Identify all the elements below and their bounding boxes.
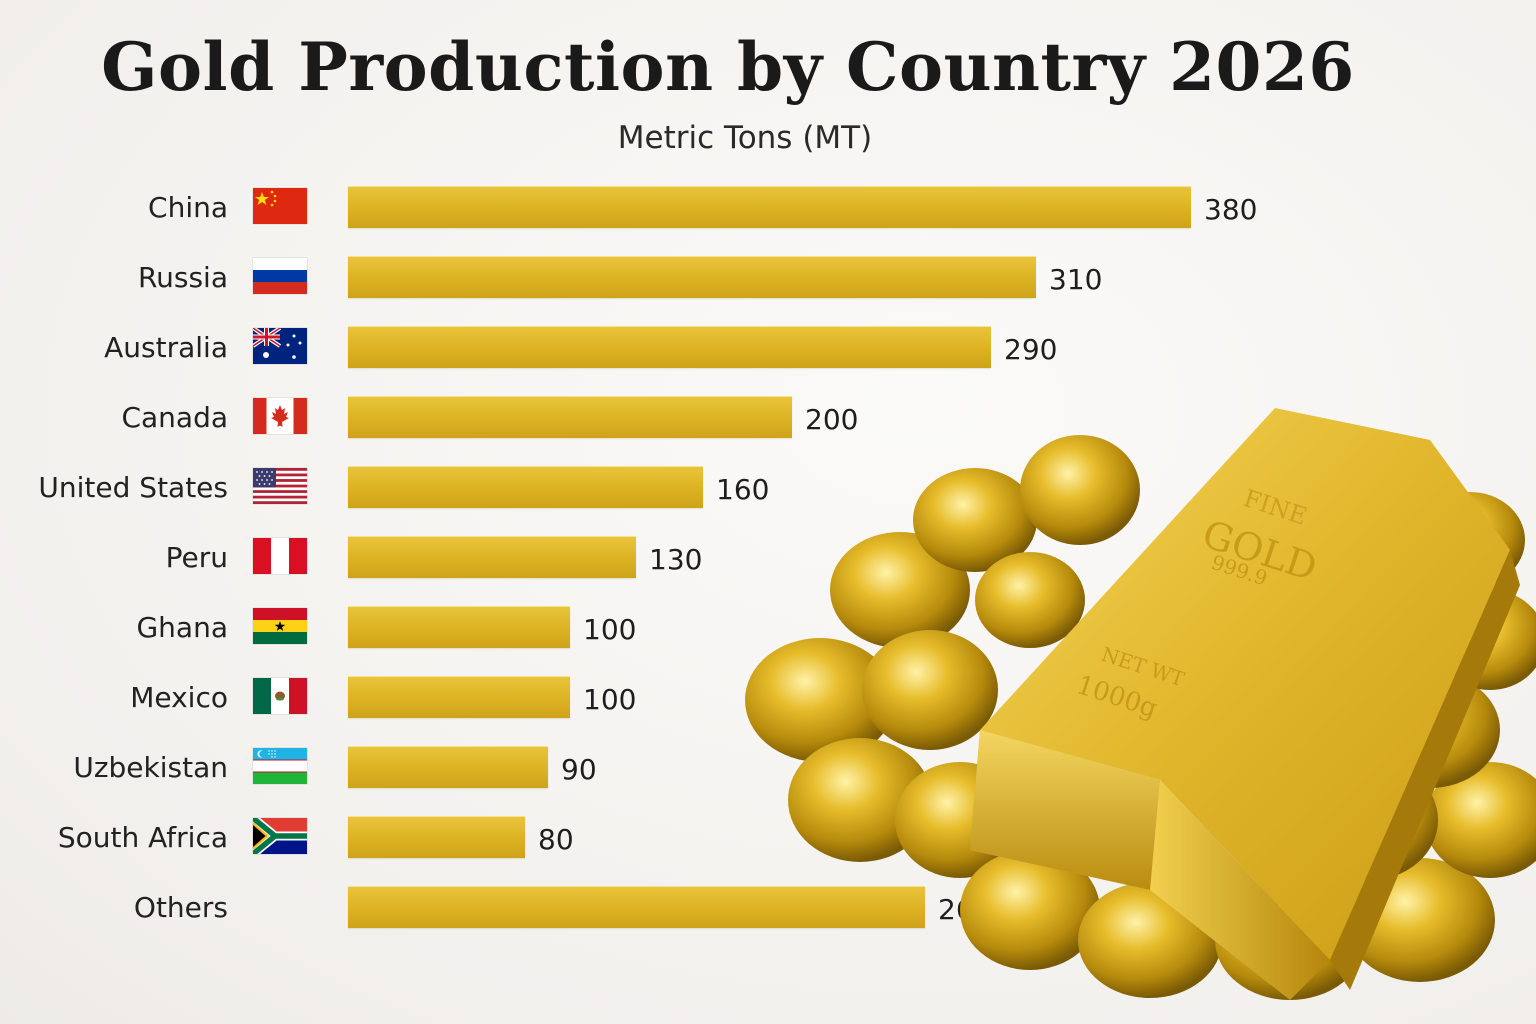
bar-row: Russia 310 — [0, 256, 1536, 300]
bar — [348, 256, 1036, 298]
south-africa-flag-icon — [253, 818, 307, 854]
data-label: 100 — [583, 613, 637, 646]
category-label: Others — [133, 891, 228, 924]
bar-row: China 380 — [0, 186, 1536, 230]
category-label: Peru — [165, 541, 228, 574]
data-label: 80 — [538, 823, 574, 856]
bar-row: Canada 200 — [0, 396, 1536, 440]
bar — [348, 606, 570, 648]
bar-row: Ghana 100 — [0, 606, 1536, 650]
category-label: Ghana — [136, 611, 228, 644]
chart-subtitle: Metric Tons (MT) — [617, 120, 873, 156]
data-label: 130 — [649, 543, 703, 576]
data-label: 290 — [1004, 333, 1058, 366]
bar — [348, 186, 1191, 228]
bar — [348, 676, 570, 718]
canada-flag-icon — [253, 398, 307, 434]
bar-row: Australia 290 — [0, 326, 1536, 370]
chart-title: Gold Production by Country 2026 — [101, 28, 1355, 106]
united-states-flag-icon — [253, 468, 307, 504]
data-label: 160 — [716, 473, 770, 506]
category-label: Uzbekistan — [73, 751, 228, 784]
ghana-flag-icon — [253, 608, 307, 644]
category-label: Mexico — [130, 681, 228, 714]
category-label: South Africa — [57, 821, 228, 854]
data-label: 100 — [583, 683, 637, 716]
bar — [348, 816, 525, 858]
australia-flag-icon — [253, 328, 307, 364]
bar-row: Peru 130 — [0, 536, 1536, 580]
gold-bar: FINE GOLD 999.9 NET WT 1000g — [970, 408, 1520, 1000]
category-label: China — [148, 191, 228, 224]
data-label: 380 — [1204, 193, 1258, 226]
bar-row: United States 160 — [0, 466, 1536, 510]
uzbekistan-flag-icon — [253, 748, 307, 784]
category-label: United States — [38, 471, 228, 504]
mexico-flag-icon — [253, 678, 307, 714]
bar — [348, 536, 636, 578]
data-label: 200 — [805, 403, 859, 436]
china-flag-icon — [253, 188, 307, 224]
bar — [348, 746, 548, 788]
bar — [348, 326, 991, 368]
bar — [348, 466, 703, 508]
data-label: 310 — [1049, 263, 1103, 296]
bar-row: Mexico 100 — [0, 676, 1536, 720]
bar — [348, 886, 925, 928]
peru-flag-icon — [253, 538, 307, 574]
bar-row: South Africa 80 — [0, 816, 1536, 860]
category-label: Canada — [121, 401, 228, 434]
gold-bar-and-nuggets-image: FINE GOLD 999.9 NET WT 1000g — [745, 408, 1536, 1000]
bar — [348, 396, 792, 438]
category-label: Russia — [137, 261, 228, 294]
russia-flag-icon — [253, 258, 307, 294]
bar-row: Uzbekistan 90 — [0, 746, 1536, 790]
category-label: Australia — [104, 331, 228, 364]
data-label: 90 — [561, 753, 597, 786]
